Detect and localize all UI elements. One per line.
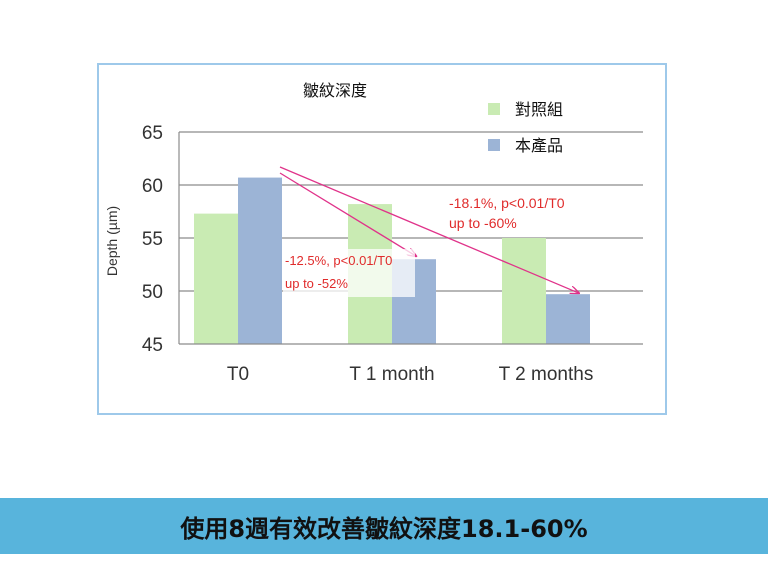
annotation-box-1month (283, 249, 415, 297)
bottom-banner: 使用8週有效改善皺紋深度18.1-60% (0, 498, 768, 554)
bar-control-0 (194, 213, 238, 344)
y-axis-label: Depth (µm) (104, 206, 120, 276)
legend-swatch (488, 103, 500, 115)
trend-arrow-2months (279, 166, 579, 293)
x-tick-label: T 1 month (349, 364, 434, 385)
y-tick-label: 60 (142, 176, 163, 197)
trend-arrow-1month (279, 172, 416, 256)
bar-product-0 (238, 177, 282, 344)
y-tick-label: 65 (142, 123, 163, 144)
bar-product-2 (546, 294, 590, 344)
banner-text: 使用8週有效改善皺紋深度18.1-60% (180, 514, 588, 543)
annotation-1month-line2: up to -52% (285, 276, 348, 291)
chart-frame: 65 60 55 50 45 Depth (µm) T0 T 1 month T 2 month… (97, 63, 667, 415)
legend-label: 本產品 (515, 136, 563, 155)
annotation-1month-line1: -12.5%, p<0.01/T0 (285, 253, 392, 268)
bar-chart: 65 60 55 50 45 Depth (µm) T0 T 1 month T 2 month… (104, 81, 643, 385)
annotation-2months-line2: up to -60% (449, 215, 517, 231)
y-tick-label: 55 (142, 229, 163, 250)
y-tick-label: 45 (142, 335, 163, 356)
legend-swatch (488, 139, 500, 151)
legend-label: 對照組 (515, 100, 563, 119)
annotation-2months-line1: -18.1%, p<0.01/T0 (449, 195, 565, 211)
y-tick-label: 50 (142, 282, 163, 303)
chart-title: 皺紋深度 (303, 81, 367, 100)
x-tick-label: T0 (227, 364, 249, 385)
x-tick-label: T 2 months (499, 364, 594, 385)
bar-control-2 (502, 238, 546, 344)
